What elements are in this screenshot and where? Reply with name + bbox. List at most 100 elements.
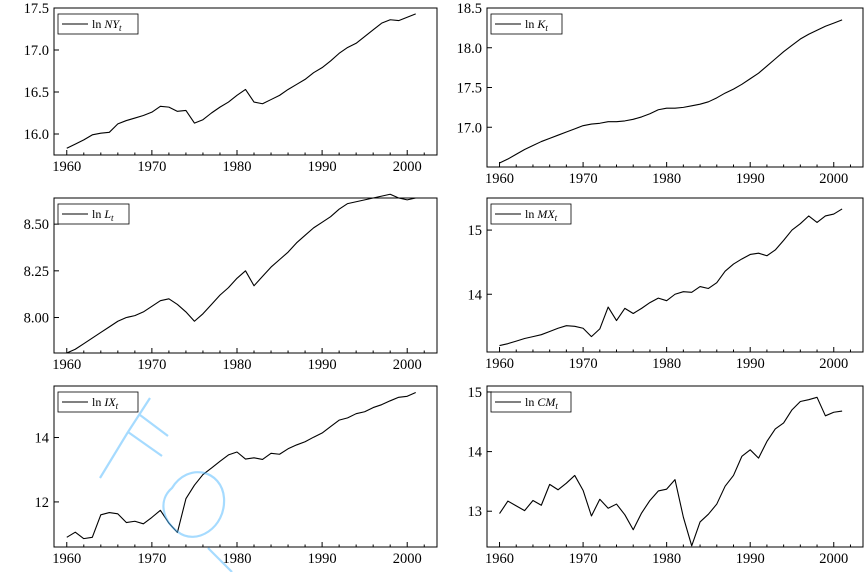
x-tick-label: 2000 (393, 159, 422, 175)
legend-subscript: t (116, 401, 119, 411)
legend-box (490, 391, 572, 413)
x-tick-label: 1990 (308, 357, 337, 373)
x-tick-label: 2000 (393, 551, 422, 567)
x-tick-label: 1990 (736, 551, 765, 567)
x-tick-label: 1980 (652, 171, 681, 187)
y-tick-label: 8.50 (24, 217, 49, 233)
legend-variable: K (536, 17, 546, 31)
y-tick-label: 14 (35, 431, 50, 447)
x-tick-label: 1970 (137, 357, 166, 373)
series-line (66, 13, 416, 149)
plot-frame (53, 385, 438, 548)
x-tick-label: 1990 (308, 551, 337, 567)
x-tick-label: 1970 (137, 551, 166, 567)
y-tick-label: 17.0 (457, 120, 482, 136)
plot-frame (53, 197, 438, 354)
y-tick-label: 15 (468, 223, 483, 239)
x-tick-label: 2000 (819, 171, 848, 187)
legend-subscript: t (119, 23, 122, 33)
x-tick-label: 1970 (137, 159, 166, 175)
legend: ln MXt (490, 203, 572, 225)
y-tick-label: 18.5 (457, 1, 482, 17)
plot-frame (486, 385, 864, 548)
legend-box (57, 13, 139, 35)
legend-prefix: ln (525, 207, 534, 221)
series-line (499, 19, 843, 164)
y-tick-label: 13 (468, 504, 483, 520)
x-tick-label: 1980 (652, 356, 681, 372)
legend-box (57, 203, 130, 225)
chart-panel: 1960 1970 1980 1990 2000 16.0 16.5 17.0 17.5 ln NY… (24, 1, 438, 175)
legend: ln NYt (57, 13, 139, 35)
chart-panel: 1960 1970 1980 1990 2000 17.0 17.5 18.0 18.5 ln Kt (457, 1, 864, 187)
series-line (66, 391, 416, 540)
y-tick-label: 17.0 (24, 43, 49, 59)
legend-box (490, 203, 572, 225)
legend: ln IXt (57, 391, 139, 413)
series-line (499, 208, 843, 347)
legend: ln Lt (57, 203, 130, 225)
y-tick-label: 12 (35, 495, 50, 511)
legend-prefix: ln (525, 17, 534, 31)
x-tick-label: 1960 (485, 356, 514, 372)
legend-label: ln Lt (92, 207, 114, 223)
legend: ln Kt (490, 13, 563, 35)
x-tick-label: 1960 (52, 357, 81, 373)
plot-frame (486, 197, 864, 353)
legend-variable: CM (537, 395, 556, 409)
legend-subscript: t (555, 213, 558, 223)
y-tick-label: 15 (468, 385, 483, 401)
x-tick-label: 2000 (819, 551, 848, 567)
y-tick-label: 18.0 (457, 41, 482, 57)
y-tick-label: 16.0 (24, 127, 49, 143)
chart-panel: 1960 1970 1980 1990 2000 12 14 ln IXt (35, 385, 438, 567)
legend-box (490, 13, 563, 35)
chart-panel: 1960 1970 1980 1990 2000 13 14 15 ln CMt (468, 385, 864, 567)
y-tick-label: 14 (468, 287, 483, 303)
x-tick-label: 1960 (485, 551, 514, 567)
x-tick-label: 1990 (736, 356, 765, 372)
y-tick-label: 8.00 (24, 311, 49, 327)
y-tick-label: 14 (468, 445, 483, 461)
legend-prefix: ln (92, 395, 101, 409)
legend-label: ln IXt (92, 395, 119, 411)
x-tick-label: 2000 (393, 357, 422, 373)
legend-prefix: ln (92, 17, 101, 31)
legend-box (57, 391, 139, 413)
legend-prefix: ln (92, 207, 101, 221)
legend-variable: IX (103, 395, 116, 409)
x-tick-label: 1970 (569, 171, 598, 187)
series-line (66, 193, 416, 354)
legend-label: ln Kt (525, 17, 548, 33)
x-tick-label: 1970 (569, 356, 598, 372)
chart-panel: 1960 1970 1980 1990 2000 8.00 8.25 8.50 ln Lt (24, 193, 438, 373)
y-tick-label: 8.25 (24, 264, 49, 280)
legend-label: ln MXt (525, 207, 558, 223)
y-tick-label: 17.5 (457, 81, 482, 97)
legend: ln CMt (490, 391, 572, 413)
x-tick-label: 1990 (308, 159, 337, 175)
x-tick-label: 1960 (52, 551, 81, 567)
legend-subscript: t (545, 23, 548, 33)
y-tick-label: 16.5 (24, 85, 49, 101)
x-tick-label: 1980 (222, 159, 251, 175)
legend-label: ln NYt (92, 17, 122, 33)
legend-label: ln CMt (525, 395, 558, 411)
y-tick-label: 17.5 (24, 1, 49, 17)
chart-panel: 1960 1970 1980 1990 2000 14 15 ln MXt (468, 197, 864, 372)
plot-frame (53, 7, 438, 156)
series-line (499, 396, 843, 547)
legend-variable: NY (103, 17, 120, 31)
x-tick-label: 1960 (52, 159, 81, 175)
legend-subscript: t (555, 401, 558, 411)
x-tick-label: 1970 (569, 551, 598, 567)
legend-prefix: ln (525, 395, 534, 409)
x-tick-label: 2000 (819, 356, 848, 372)
watermark-fo (99, 397, 233, 572)
x-tick-label: 1980 (222, 551, 251, 567)
x-tick-label: 1980 (222, 357, 251, 373)
legend-variable: L (103, 207, 111, 221)
legend-variable: MX (536, 207, 555, 221)
